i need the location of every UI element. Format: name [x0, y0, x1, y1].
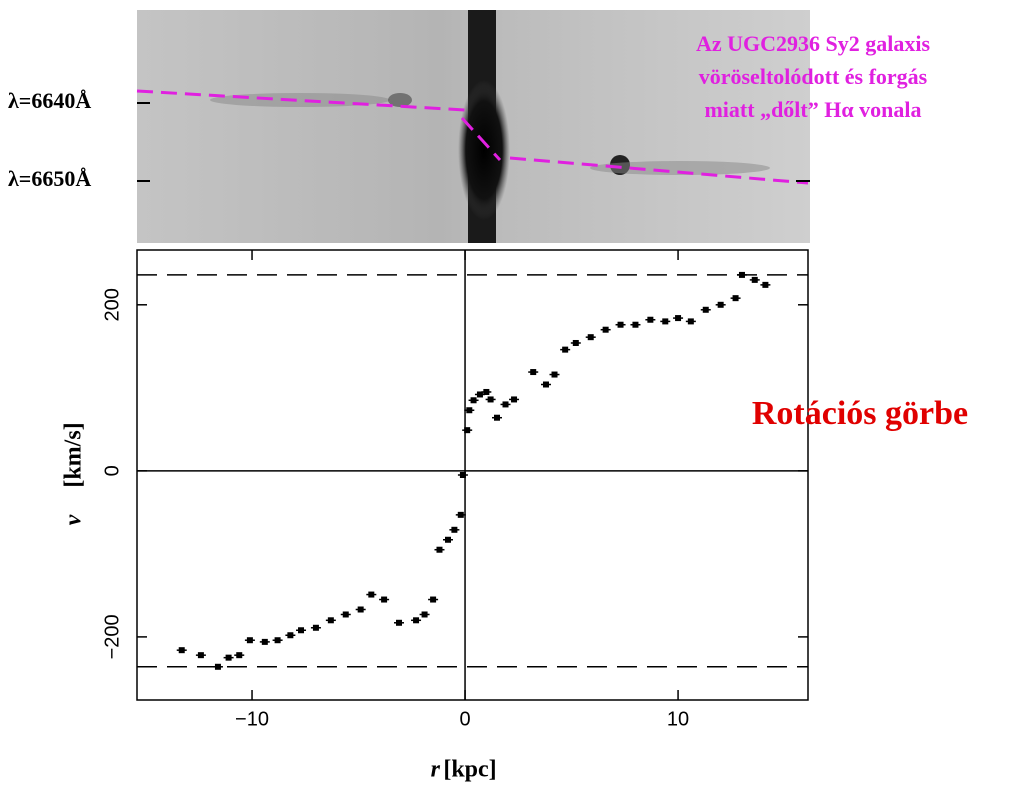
point	[197, 652, 204, 659]
point	[459, 472, 466, 478]
x-label: [kpc]	[443, 757, 496, 783]
point	[470, 397, 477, 404]
point	[466, 407, 473, 414]
plot-frame	[136, 249, 809, 701]
point	[511, 396, 518, 403]
point	[445, 536, 452, 543]
point	[214, 663, 221, 670]
point	[647, 316, 654, 323]
point	[530, 369, 537, 376]
point	[274, 637, 281, 644]
y-tick-label: 200	[101, 288, 123, 321]
spectrum-label: λ=6640Å	[8, 88, 91, 113]
spectrum	[136, 10, 810, 243]
point	[483, 388, 490, 395]
spectrum-label: λ=6650Å	[8, 166, 91, 191]
point	[762, 281, 769, 288]
point	[632, 321, 639, 328]
point	[476, 391, 483, 398]
point	[542, 381, 549, 388]
point	[502, 401, 509, 408]
point	[732, 295, 739, 302]
point	[327, 617, 334, 624]
point	[396, 619, 403, 626]
point	[178, 647, 185, 654]
point	[602, 326, 609, 333]
x-tick-label: 0	[459, 708, 470, 730]
point	[751, 276, 758, 283]
point	[738, 271, 745, 278]
point	[261, 638, 268, 645]
annotation: miatt „dőlt” Hα vonala	[704, 97, 921, 122]
point	[381, 596, 388, 603]
point	[687, 318, 694, 325]
point	[717, 301, 724, 308]
y-label: [km/s]	[61, 422, 87, 487]
point	[421, 611, 428, 618]
y-tick-label: 0	[101, 465, 123, 476]
y-label: v	[61, 514, 87, 525]
x-label: r	[431, 757, 441, 783]
point	[225, 654, 232, 661]
y-tick-label: −200	[101, 614, 123, 659]
point	[312, 624, 319, 631]
point	[368, 591, 375, 598]
point	[287, 632, 294, 639]
point	[413, 617, 420, 624]
annotation: vöröseltolódott és forgás	[699, 64, 928, 89]
point	[342, 611, 349, 618]
point	[457, 511, 464, 518]
point	[464, 427, 471, 434]
point	[451, 526, 458, 533]
point	[572, 339, 579, 346]
x-tick-label: −10	[235, 708, 269, 730]
point	[493, 414, 500, 421]
point	[617, 321, 624, 328]
point	[436, 546, 443, 553]
point	[487, 396, 494, 403]
point	[551, 371, 558, 378]
point	[587, 334, 594, 341]
x-tick-label: 10	[667, 708, 689, 730]
point	[357, 606, 364, 613]
point	[675, 315, 682, 322]
point	[246, 637, 253, 644]
point	[430, 596, 437, 603]
callout: Rotációs görbe	[752, 395, 968, 432]
point	[662, 318, 669, 325]
point	[236, 652, 243, 659]
point	[562, 346, 569, 353]
point	[298, 627, 305, 634]
point	[702, 306, 709, 313]
annotation: Az UGC2936 Sy2 galaxis	[696, 31, 931, 56]
